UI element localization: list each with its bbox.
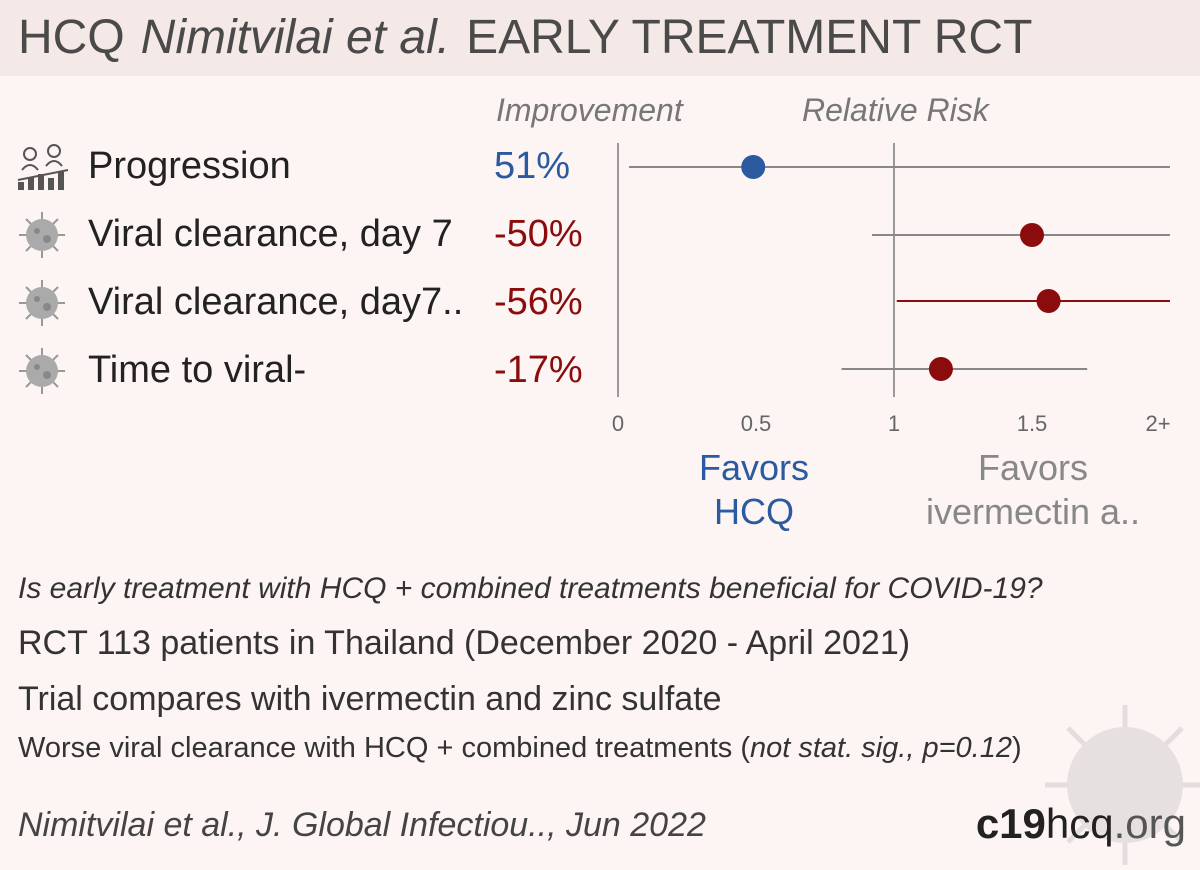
- favors-hcq-label: Favors HCQ: [624, 446, 884, 534]
- outcome-label: Progression: [88, 145, 291, 187]
- outcome-label: Viral clearance, day 7: [88, 213, 453, 255]
- title-drug: HCQ: [18, 11, 125, 64]
- result-significance-text: not stat. sig., p=0.12: [749, 732, 1012, 764]
- study-summary-line: RCT 113 patients in Thailand (December 2…: [18, 624, 911, 662]
- favors-hcq-line2: HCQ: [714, 491, 794, 532]
- virus-icon: [19, 348, 65, 394]
- virus-icon: [19, 280, 65, 326]
- x-tick-label: 1.5: [1017, 411, 1048, 436]
- logo-part-hcq: hcq: [1045, 800, 1114, 847]
- result-end-text: ): [1011, 732, 1022, 764]
- x-tick-label: 0.5: [741, 411, 772, 436]
- forest-plot: 0 0.5 1 1.5 2+: [612, 143, 1171, 436]
- improvement-value: -17%: [494, 349, 583, 391]
- favors-control-label: Favors ivermectin a..: [903, 446, 1163, 534]
- outcome-row: Time to viral- -17%: [0, 340, 600, 400]
- progression-icon: [17, 144, 69, 190]
- relative-risk-column-header: Relative Risk: [802, 92, 989, 128]
- outcome-label: Viral clearance, day7..: [88, 281, 464, 323]
- x-tick-label: 1: [888, 411, 900, 436]
- virus-watermark-icon: [1045, 705, 1200, 865]
- outcome-label: Time to viral-: [88, 349, 307, 391]
- improvement-value: -50%: [494, 213, 583, 255]
- site-logo[interactable]: c19hcq.org: [976, 800, 1186, 848]
- header-bar: HCQ Nimitvilai et al. EARLY TREATMENT RCT: [0, 0, 1200, 76]
- citation: Nimitvilai et al., J. Global Infectiou..…: [18, 806, 706, 844]
- logo-part-domain: .org: [1113, 800, 1186, 847]
- study-comparison-line: Trial compares with ivermectin and zinc …: [18, 680, 722, 718]
- improvement-value: -56%: [494, 281, 583, 323]
- title-trial-type: EARLY TREATMENT RCT: [466, 11, 1033, 64]
- title-authors: Nimitvilai et al.: [140, 11, 451, 64]
- improvement-value: 51%: [494, 145, 571, 187]
- favors-control-line1: Favors: [977, 447, 1089, 488]
- improvement-column-header: Improvement: [496, 92, 683, 128]
- result-main-text: Worse viral clearance with HCQ + combine…: [18, 732, 750, 764]
- study-question: Is early treatment with HCQ + combined t…: [18, 572, 1043, 605]
- page-title: HCQ Nimitvilai et al. EARLY TREATMENT RCT: [18, 8, 1032, 68]
- logo-part-c19: c19: [975, 800, 1046, 847]
- x-tick-label: 2+: [1145, 411, 1170, 436]
- favors-control-line2: ivermectin a..: [925, 491, 1141, 532]
- outcome-row: Viral clearance, day 7 -50%: [0, 204, 600, 264]
- outcome-row: Viral clearance, day7.. -56%: [0, 272, 600, 332]
- outcome-row: Progression 51%: [0, 136, 600, 196]
- relative-risk-point: [928, 357, 953, 381]
- favors-hcq-line1: Favors: [698, 447, 810, 488]
- study-result-line: Worse viral clearance with HCQ + combine…: [18, 732, 1022, 765]
- virus-icon: [19, 212, 65, 258]
- relative-risk-point: [1036, 289, 1061, 313]
- relative-risk-point: [741, 155, 766, 179]
- relative-risk-point: [1020, 223, 1044, 247]
- x-tick-label: 0: [612, 411, 624, 436]
